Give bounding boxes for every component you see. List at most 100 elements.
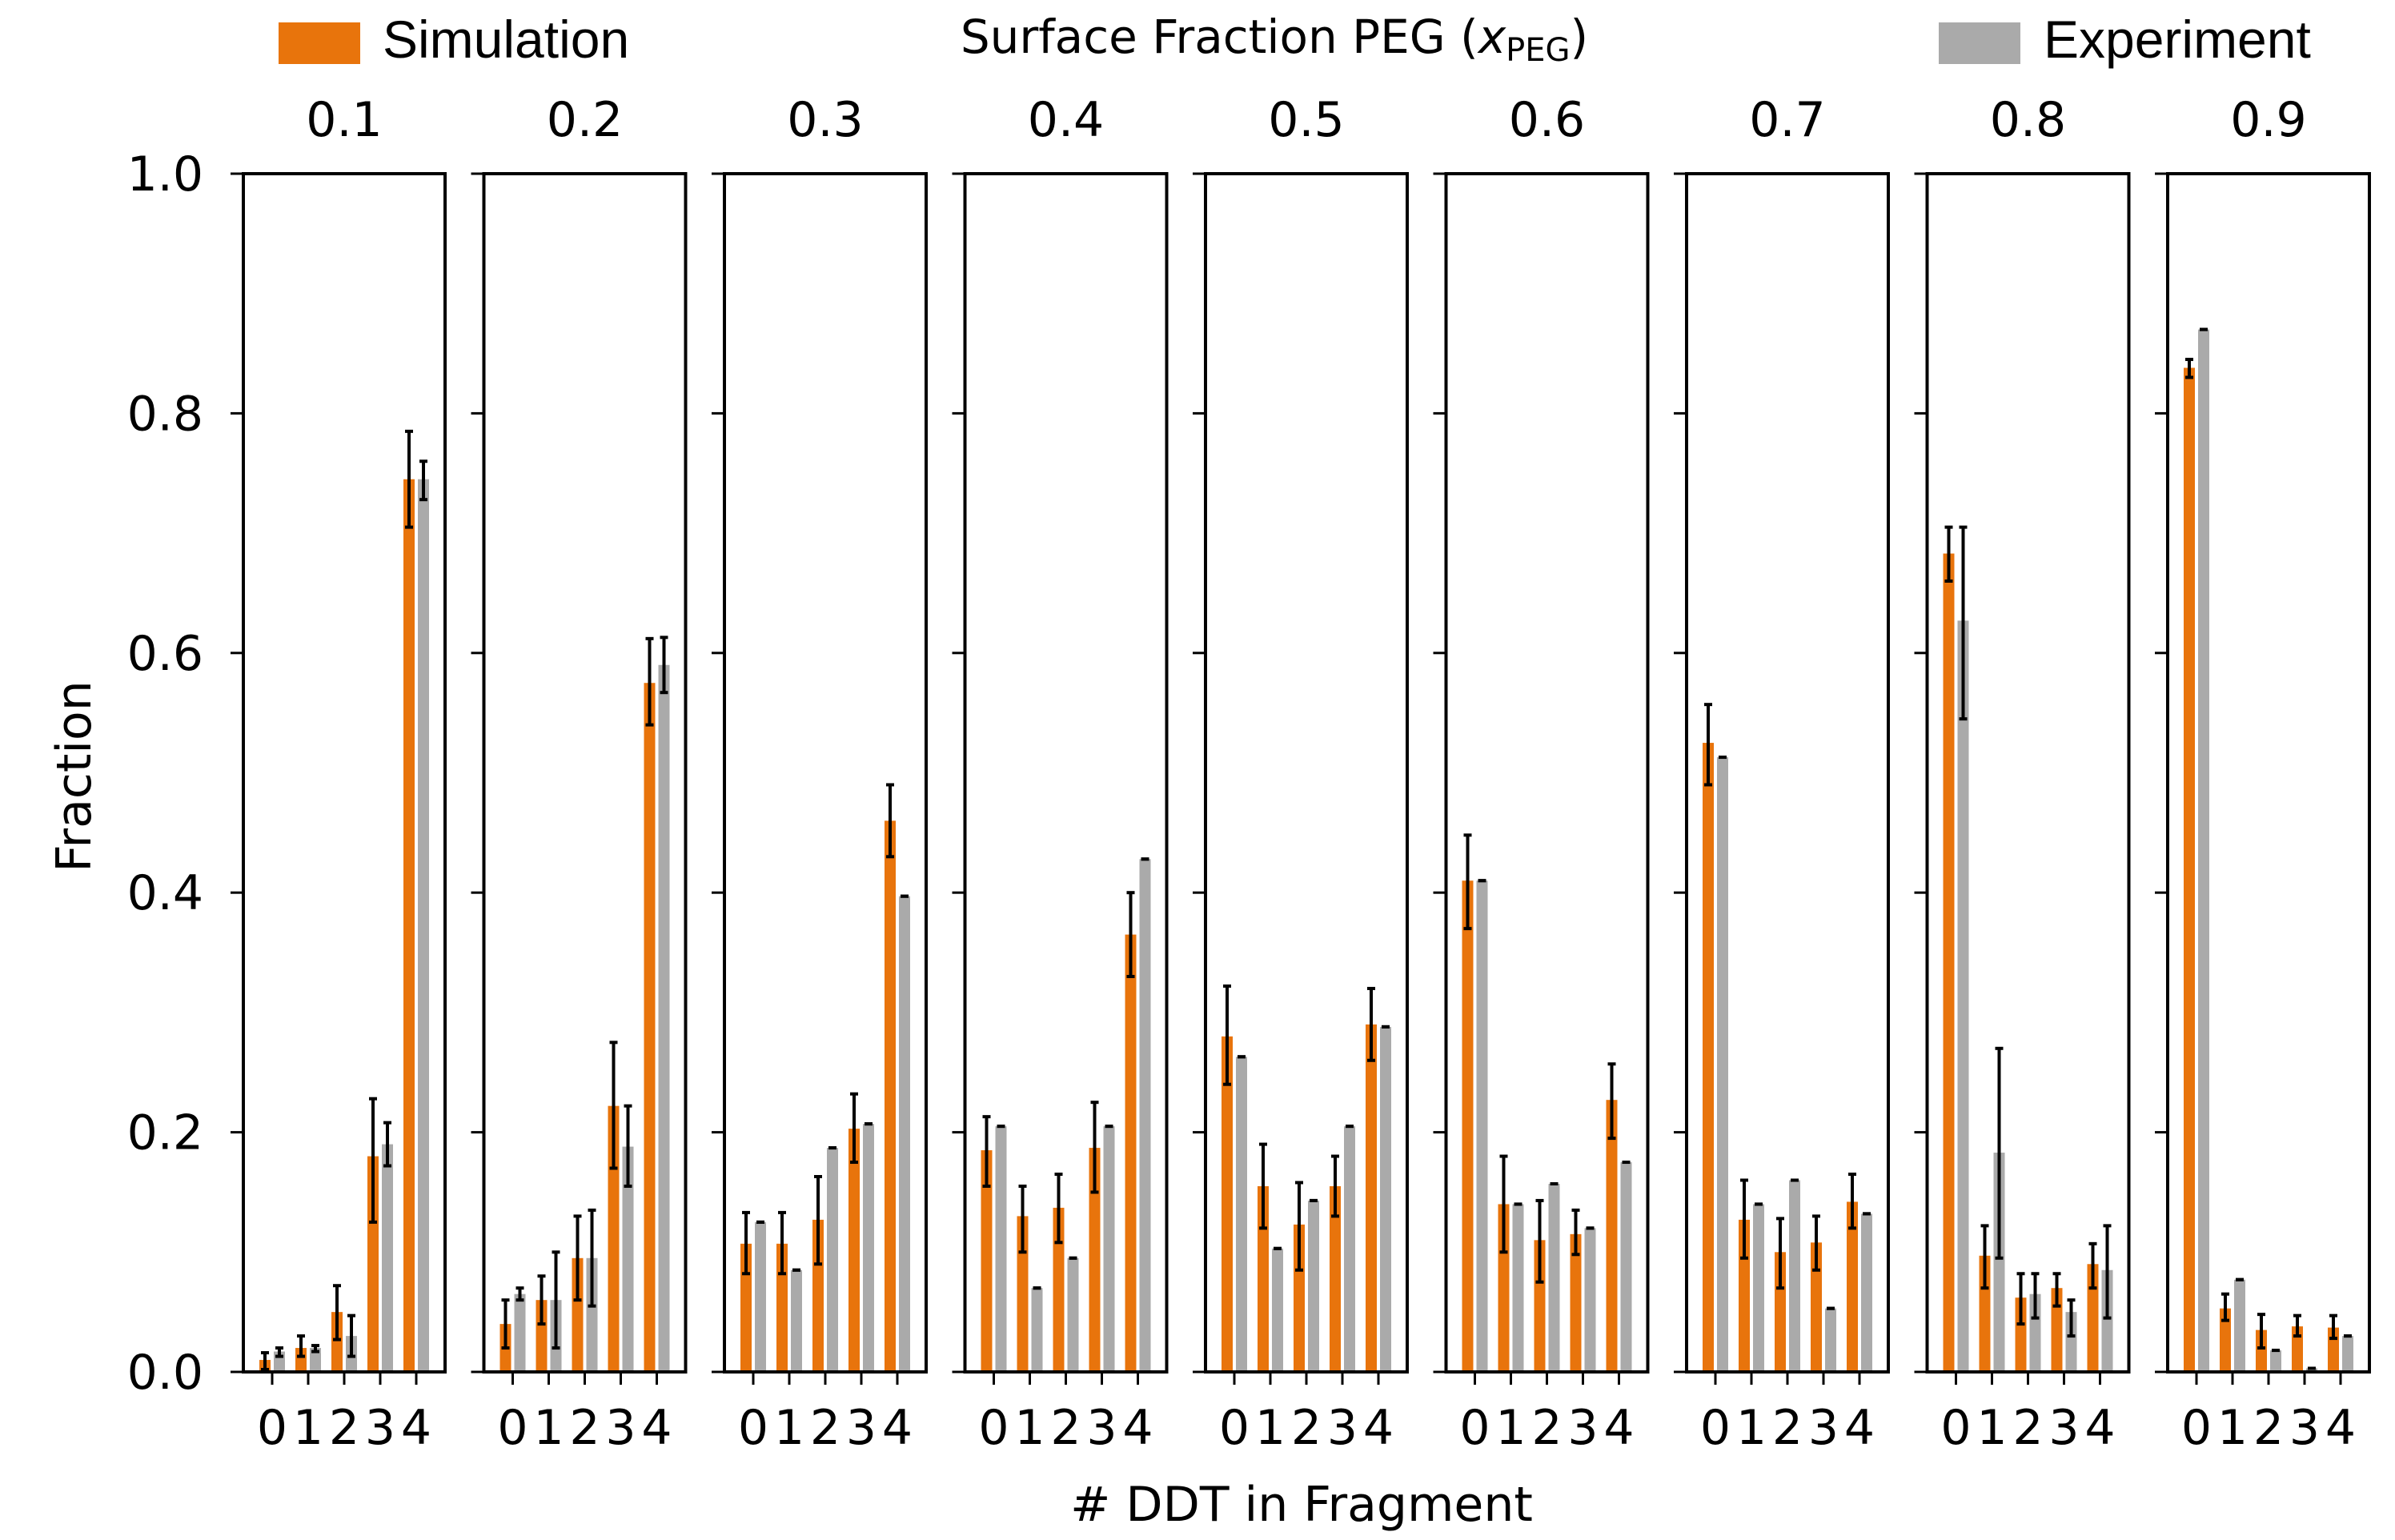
- bar-experiment: [2029, 1293, 2041, 1372]
- x-tick-label: 1: [2217, 1400, 2248, 1456]
- panel-title: 0.7: [1749, 92, 1825, 148]
- legend-swatch-experiment: [1939, 22, 2020, 64]
- panel-frame: [242, 172, 447, 1374]
- panel-0.2: 0.2 0 1 2 3 4: [471, 92, 688, 1456]
- bar-simulation: [2256, 1329, 2267, 1372]
- bar-experiment: [755, 1221, 766, 1372]
- bar-simulation: [1811, 1242, 1822, 1372]
- panel-0.4: 0.4 0 1 2 3 4: [952, 92, 1169, 1456]
- bar-simulation: [812, 1219, 824, 1372]
- legend: Simulation Experiment: [279, 10, 2311, 69]
- panel-frame: [1925, 172, 2131, 1374]
- bar-simulation: [885, 820, 896, 1372]
- bar-experiment: [586, 1257, 598, 1372]
- bar-experiment: [2065, 1312, 2077, 1372]
- x-tick-label: 4: [2084, 1400, 2115, 1456]
- bar-simulation: [2292, 1326, 2303, 1372]
- bar-simulation: [1125, 934, 1137, 1372]
- y-tick-label: 0.6: [127, 626, 203, 682]
- x-tick-label: 3: [846, 1400, 877, 1456]
- panels: 0.10 1 2 3 40.20 1 2 3 40.30 1 2 3 40.40 1 2 3 40.50 1 2 3 4…: [231, 92, 2371, 1456]
- bar-experiment: [418, 479, 429, 1372]
- x-tick-label: 2: [1531, 1400, 1562, 1456]
- bar-experiment: [1031, 1288, 1043, 1372]
- x-tick-label: 2: [1050, 1400, 1081, 1456]
- bar-experiment: [1476, 880, 1488, 1372]
- x-axis-label: # DDT in Fragment: [1070, 1477, 1533, 1533]
- panel-title: 0.8: [1990, 92, 2066, 148]
- bar-experiment: [791, 1269, 802, 1372]
- x-tick-label: 1: [1014, 1400, 1045, 1456]
- bar-experiment: [658, 664, 670, 1372]
- x-tick-label: 4: [882, 1400, 913, 1456]
- x-tick-label: 2: [1291, 1400, 1322, 1456]
- bar-simulation: [1053, 1207, 1065, 1372]
- x-tick-label: 1: [293, 1400, 323, 1456]
- x-tick-label: 4: [1844, 1400, 1875, 1456]
- bar-simulation: [1979, 1255, 1991, 1372]
- bar-simulation: [740, 1243, 752, 1372]
- bar-simulation: [1222, 1036, 1233, 1372]
- bar-simulation: [608, 1105, 620, 1372]
- panel-frame: [482, 172, 688, 1374]
- y-axis: 0.0 0.2 0.4 0.6 0.8 1.0: [127, 146, 203, 1401]
- x-tick-label: 4: [641, 1400, 672, 1456]
- bar-simulation: [1330, 1185, 1341, 1372]
- bar-experiment: [2306, 1368, 2317, 1372]
- bar-simulation: [644, 683, 656, 1372]
- legend-label-simulation: Simulation: [383, 10, 629, 69]
- bar-experiment: [1139, 859, 1151, 1372]
- bar-simulation: [403, 479, 415, 1372]
- panel-frame: [963, 172, 1169, 1374]
- bar-simulation: [1943, 553, 1955, 1372]
- x-tick-label: 0: [1700, 1400, 1731, 1456]
- bar-simulation: [1847, 1201, 1858, 1372]
- x-tick-label: 2: [1772, 1400, 1803, 1456]
- x-tick-label: 3: [365, 1400, 395, 1456]
- x-tick-label: 1: [774, 1400, 804, 1456]
- bar-experiment: [2270, 1350, 2281, 1372]
- x-tick-label: 3: [2048, 1400, 2079, 1456]
- x-tick-label: 3: [1327, 1400, 1358, 1456]
- bar-simulation: [1089, 1148, 1101, 1372]
- bar-experiment: [899, 896, 910, 1372]
- bar-simulation: [2220, 1308, 2231, 1372]
- x-tick-label: 2: [2253, 1400, 2284, 1456]
- x-tick-label: 1: [1495, 1400, 1526, 1456]
- bar-simulation: [2184, 367, 2195, 1372]
- suptitle-subscript: PEG: [1506, 32, 1570, 69]
- x-tick-label: 1: [1736, 1400, 1767, 1456]
- bar-simulation: [331, 1312, 343, 1372]
- suptitle-close: ): [1571, 10, 1589, 64]
- panel-title: 0.6: [1509, 92, 1585, 148]
- bar-experiment: [382, 1144, 393, 1372]
- panel-frame: [723, 172, 928, 1374]
- bar-simulation: [1462, 880, 1474, 1372]
- bar-experiment: [1380, 1026, 1391, 1372]
- bar-experiment: [1308, 1200, 1319, 1372]
- bar-simulation: [1498, 1204, 1510, 1372]
- x-tick-label: 4: [1363, 1400, 1394, 1456]
- bar-experiment: [1861, 1213, 1872, 1372]
- panel-0.8: 0.8 0 1 2 3 4: [1914, 92, 2131, 1456]
- bar-experiment: [1753, 1204, 1764, 1372]
- x-tick-label: 4: [2325, 1400, 2356, 1456]
- bar-simulation: [1534, 1240, 1546, 1372]
- bar-experiment: [2101, 1269, 2113, 1372]
- x-tick-label: 3: [605, 1400, 636, 1456]
- x-tick-label: 4: [1122, 1400, 1153, 1456]
- x-tick-label: 0: [257, 1400, 287, 1456]
- panel-0.7: 0.7 0 1 2 3 4: [1674, 92, 1890, 1456]
- bar-simulation: [536, 1300, 548, 1372]
- x-tick-label: 3: [2289, 1400, 2320, 1456]
- bar-experiment: [1103, 1126, 1115, 1372]
- bar-simulation: [2087, 1264, 2099, 1372]
- panel-frame: [1204, 172, 1409, 1374]
- x-tick-label: 2: [569, 1400, 600, 1456]
- bar-simulation: [1703, 743, 1714, 1372]
- bar-experiment: [1717, 757, 1728, 1372]
- panel-0.6: 0.6 0 1 2 3 4: [1433, 92, 1650, 1456]
- x-tick-label: 0: [1219, 1400, 1250, 1456]
- x-tick-label: 0: [738, 1400, 768, 1456]
